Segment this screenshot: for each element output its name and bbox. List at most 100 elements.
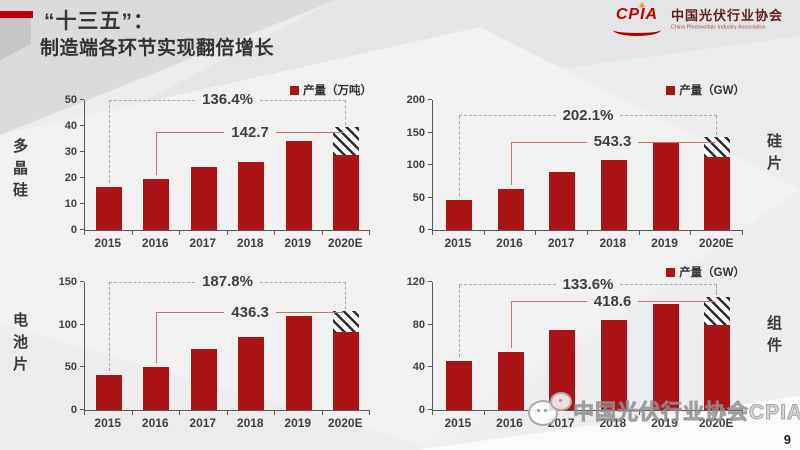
y-axis-tick [80, 125, 84, 126]
x-axis-tick [274, 411, 275, 415]
growth-annotation: 202.1% [458, 107, 718, 197]
x-axis-label: 2019 [284, 236, 312, 250]
x-axis-tick [226, 231, 228, 235]
x-axis-tick [179, 411, 180, 415]
watermark: 中国光伏行业协会CPIA [524, 390, 800, 432]
bar-2015 [95, 187, 122, 230]
legend-swatch-icon [666, 267, 676, 277]
legend: 产量（GW） [666, 264, 745, 280]
x-axis-labels: 2015 2016 2017 2018 2019 2020E [84, 416, 369, 430]
bar-2019 [285, 141, 312, 230]
bracket-drop [156, 132, 158, 176]
bracket-line [108, 99, 196, 101]
cumulative-annotation-label: 543.3 [593, 133, 632, 151]
bar-2017 [190, 348, 217, 410]
x-axis-label: 2017 [189, 416, 217, 430]
x-axis-tick [274, 231, 275, 235]
bracket-drop [716, 284, 718, 295]
bar-2017 [190, 167, 217, 230]
y-axis-tick-label: 40 [412, 361, 425, 374]
x-axis-tick [638, 231, 640, 235]
cumulative-annotation-label: 418.6 [593, 292, 632, 310]
x-axis-tick [321, 231, 323, 235]
x-axis-tick [84, 411, 85, 415]
x-axis-tick [587, 231, 588, 235]
legend: 产量（GW） [666, 82, 745, 98]
bracket-drop [345, 100, 347, 126]
bar-2020e [704, 156, 731, 230]
x-axis-label: 2015 [94, 236, 122, 250]
bracket-drop [716, 115, 718, 136]
y-axis-tick [428, 131, 432, 133]
growth-annotation-label: 136.4% [202, 91, 253, 108]
plot-area: 0 50 100 150 200 202.1% 543.3 [407, 94, 743, 236]
bar-2018 [238, 337, 265, 410]
y-axis-tick-label: 20 [64, 172, 77, 184]
y-axis-tick-label: 10 [64, 198, 77, 210]
plot-area: 0 40 80 120 133.6% 418.6 [407, 276, 743, 416]
x-axis-label: 2020E [698, 236, 734, 250]
x-axis-tick [535, 231, 537, 235]
side-label-solar-cell: 电池片 [11, 312, 28, 378]
cumulative-annotation-label: 436.3 [231, 303, 269, 321]
logo-acronym: CPIA [615, 6, 659, 23]
bracket-line [458, 115, 556, 117]
y-axis-tick-label: 0 [418, 224, 425, 236]
y-axis-tick [428, 196, 432, 198]
cumulative-annotation: 418.6 [510, 292, 715, 349]
y-axis-tick [428, 366, 432, 368]
logo-arc-icon [613, 24, 661, 36]
growth-annotation: 187.8% [108, 273, 347, 371]
x-axis-labels: 2015 2016 2017 2018 2019 2020E [432, 416, 742, 430]
wechat-icon [524, 390, 572, 432]
bracket-drop [156, 312, 158, 364]
y-axis-tick [428, 164, 432, 165]
y-axis-tick-label: 50 [64, 94, 77, 106]
bracket-drop [458, 115, 460, 197]
x-axis-label: 2015 [444, 236, 472, 250]
x-axis-label: 2019 [284, 416, 312, 430]
legend-label: 产量（万吨） [303, 85, 372, 97]
bar-2015 [445, 200, 472, 230]
x-axis-tick [483, 231, 485, 235]
side-label-module: 组件 [765, 315, 782, 359]
bar-2020e-forecast-hatch [333, 311, 360, 332]
logo-name-english: China Photovoltaic Industry Association [671, 24, 766, 30]
y-axis-tick-label: 0 [70, 404, 77, 416]
bracket-drop [510, 301, 512, 349]
x-axis-label: 2016 [496, 236, 523, 250]
page-number: 9 [783, 432, 791, 447]
cumulative-annotation: 543.3 [510, 133, 715, 186]
y-axis-tick [80, 177, 84, 178]
x-axis-tick [742, 411, 743, 415]
x-axis-label: 2018 [236, 416, 264, 430]
x-axis-label: 2016 [141, 416, 169, 430]
x-axis-labels: 2015 2016 2017 2018 2019 2020E [432, 236, 742, 250]
legend-swatch-icon [666, 85, 676, 95]
cumulative-annotation-label: 142.7 [231, 123, 269, 141]
x-axis-label: 2017 [189, 236, 217, 250]
y-axis-tick [80, 229, 84, 230]
x-axis-label: 2018 [236, 236, 264, 250]
bar-2017 [549, 171, 576, 230]
bracket-line [638, 301, 715, 303]
bar-2016 [143, 367, 170, 410]
x-axis-tick [226, 411, 228, 415]
y-axis-tick-label: 100 [406, 159, 425, 171]
bar-2020e [333, 331, 360, 410]
y-axis-tick [80, 99, 84, 100]
y-axis-tick-label: 80 [412, 318, 425, 331]
y-axis-tick [428, 323, 432, 325]
bar-2018 [600, 160, 627, 230]
cpia-logo-mark: CPIA [612, 2, 662, 36]
bar-2015 [445, 360, 472, 410]
bracket-line [156, 312, 225, 314]
logo-name-chinese: 中国光伏行业协会 [671, 7, 784, 23]
x-axis-tick [84, 231, 85, 235]
cumulative-annotation: 436.3 [156, 303, 344, 364]
y-axis-tick [428, 99, 432, 100]
bracket-line [620, 284, 718, 286]
cumulative-annotation: 142.7 [156, 123, 344, 176]
bracket-drop [108, 282, 110, 371]
bar-2020e [333, 154, 360, 230]
